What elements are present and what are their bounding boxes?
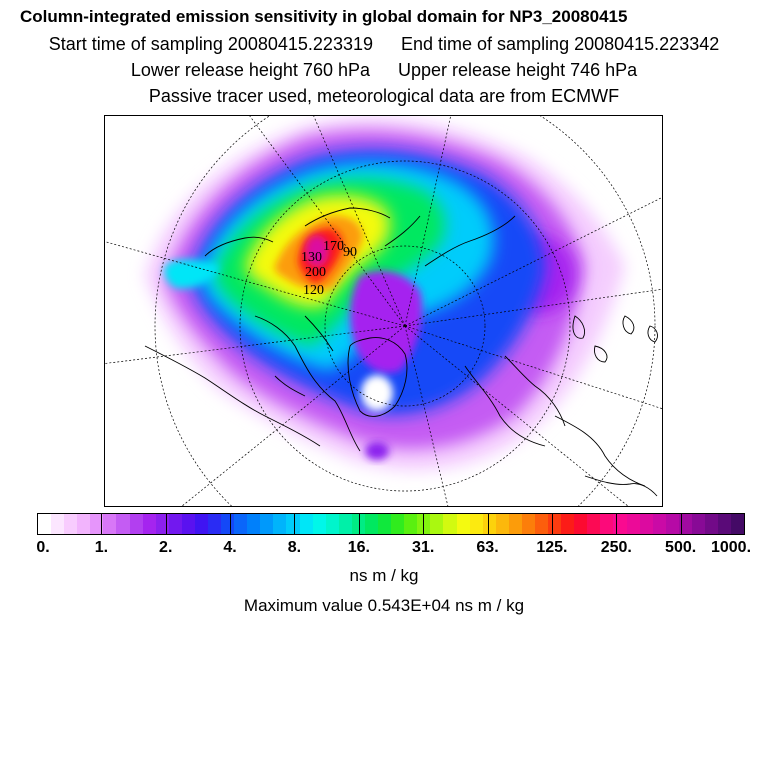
colorbar-swatch xyxy=(391,514,405,534)
colorbar-tick xyxy=(230,514,232,534)
map-canvas: 130 90 120 170 200 xyxy=(105,116,662,506)
colorbar-tick-label: 0. xyxy=(36,539,50,556)
colorbar-swatch xyxy=(77,514,91,534)
colorbar-swatch xyxy=(64,514,78,534)
colorbar-swatch xyxy=(142,514,156,534)
colorbar-swatch xyxy=(90,514,104,534)
colorbar-swatch xyxy=(521,514,535,534)
colorbar-swatch xyxy=(325,514,339,534)
colorbar-tick xyxy=(294,514,296,534)
plume-label: 90 xyxy=(343,245,357,260)
colorbar-tick xyxy=(165,514,167,534)
plume-labels: 130 90 120 170 200 xyxy=(301,239,357,298)
colorbar-unit: ns m / kg xyxy=(349,566,419,585)
colorbar-tick xyxy=(101,514,103,534)
colorbar-swatch xyxy=(116,514,130,534)
colorbar-swatch xyxy=(639,514,653,534)
colorbar-tick-label: 125. xyxy=(536,539,568,556)
colorbar-tick xyxy=(358,514,360,534)
colorbar-tick-label: 250. xyxy=(600,539,632,556)
colorbar-tick-label: 16. xyxy=(347,539,370,556)
colorbar-swatch xyxy=(181,514,195,534)
release-heights: Lower release height 760 hPa Upper releas… xyxy=(0,60,768,81)
colorbar-tick-label: 1000. xyxy=(710,539,752,556)
colorbar-swatch xyxy=(443,514,457,534)
colorbar-tick-label: 1. xyxy=(94,539,109,556)
colorbar-swatch xyxy=(208,514,222,534)
colorbar-swatch xyxy=(286,514,300,534)
colorbar-tick xyxy=(616,514,618,534)
emission-sensitivity-map: 130 90 120 170 200 xyxy=(104,115,663,507)
colorbar-tick xyxy=(551,514,553,534)
colorbar-swatch xyxy=(704,514,719,534)
colorbar-tick-label: 4. xyxy=(223,539,237,556)
colorbar-swatch xyxy=(587,514,601,534)
colorbar-swatch xyxy=(234,514,248,534)
colorbar-tick-label: 31. xyxy=(412,539,435,556)
colorbar-swatch xyxy=(561,514,575,534)
colorbar-tick xyxy=(487,514,489,534)
colorbar-swatch xyxy=(51,514,65,534)
colorbar-swatch xyxy=(312,514,326,534)
colorbar-swatch xyxy=(574,514,588,534)
lower-release-text: Lower release height 760 hPa xyxy=(130,60,370,80)
colorbar-tick xyxy=(680,514,682,534)
colorbar-swatch xyxy=(221,514,235,534)
colorbar-tick-label: 2. xyxy=(159,539,173,556)
colorbar-tick-label: 63. xyxy=(476,539,499,556)
colorbar-swatch xyxy=(103,514,117,534)
colorbar-swatch xyxy=(299,514,313,534)
colorbar-swatch xyxy=(652,514,666,534)
colorbar-swatch xyxy=(351,514,365,534)
colorbar-swatch xyxy=(718,514,732,534)
colorbar-swatch xyxy=(260,514,274,534)
colorbar-swatch xyxy=(508,514,522,534)
end-time-text: End time of sampling 20080415.223342 xyxy=(401,34,720,54)
plume-label: 120 xyxy=(303,283,324,298)
colorbar-swatch xyxy=(482,514,496,534)
colorbar-swatch xyxy=(731,514,745,534)
start-time-text: Start time of sampling 20080415.223319 xyxy=(48,34,373,54)
colorbar-swatch xyxy=(378,514,392,534)
colorbar-swatch xyxy=(495,514,509,534)
maximum-value-text: Maximum value 0.543E+04 ns m / kg xyxy=(243,596,525,615)
colorbar-tick-label: 500. xyxy=(665,539,697,556)
colorbar-tick xyxy=(423,514,425,534)
colorbar-swatch xyxy=(338,514,352,534)
colorbar-swatch xyxy=(155,514,169,534)
colorbar-swatch xyxy=(678,514,692,534)
colorbar-swatch xyxy=(600,514,614,534)
sampling-times: Start time of sampling 20080415.223319 En… xyxy=(0,34,768,55)
sensitivity-field xyxy=(145,117,625,471)
tracer-note: Passive tracer used, meteorological data… xyxy=(148,86,620,106)
colorbar-swatch xyxy=(129,514,143,534)
colorbar-swatch xyxy=(548,514,562,534)
coastlines xyxy=(144,207,658,497)
colorbar-swatch xyxy=(534,514,549,534)
colorbar-swatch xyxy=(665,514,679,534)
colorbar-swatch xyxy=(247,514,261,534)
colorbar-tick-label: 8. xyxy=(287,539,302,556)
colorbar-swatch xyxy=(364,514,379,534)
colorbar-swatch xyxy=(194,514,209,534)
colorbar-swatch xyxy=(626,514,640,534)
colorbar-swatch xyxy=(38,514,52,534)
colorbar-swatch xyxy=(168,514,182,534)
colorbar-swatch xyxy=(691,514,705,534)
plume-label: 200 xyxy=(305,265,326,280)
colorbar-swatch xyxy=(273,514,287,534)
plume-label: 130 xyxy=(301,250,322,265)
upper-release-text: Upper release height 746 hPa xyxy=(398,60,638,80)
graticule xyxy=(105,116,662,506)
colorbar-swatch xyxy=(430,514,444,534)
colorbar-swatch xyxy=(404,514,418,534)
colorbar-swatch xyxy=(469,514,483,534)
plume-label: 170 xyxy=(323,239,344,254)
colorbar xyxy=(37,513,745,535)
colorbar-swatch xyxy=(456,514,470,534)
